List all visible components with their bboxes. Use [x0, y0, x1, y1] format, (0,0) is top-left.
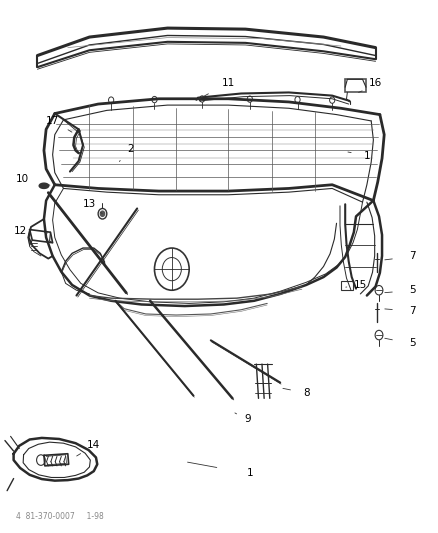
Text: 11: 11 [221, 78, 234, 88]
Text: 2: 2 [127, 144, 134, 154]
Text: 8: 8 [302, 388, 309, 398]
Bar [344, 79, 365, 92]
Text: 14: 14 [87, 440, 100, 450]
Ellipse shape [39, 183, 49, 189]
Text: 16: 16 [368, 78, 381, 88]
Text: 1: 1 [363, 151, 369, 161]
Bar [340, 281, 352, 290]
Text: 10: 10 [16, 174, 29, 184]
Text: 5: 5 [408, 285, 415, 295]
Text: 15: 15 [353, 280, 366, 290]
Text: 17: 17 [46, 116, 59, 126]
Text: 7: 7 [408, 251, 415, 261]
Text: 13: 13 [83, 199, 96, 209]
Text: 9: 9 [244, 415, 251, 424]
Text: 12: 12 [14, 225, 27, 236]
Text: 7: 7 [408, 306, 415, 316]
Circle shape [100, 211, 104, 216]
Text: 5: 5 [408, 338, 415, 348]
Text: 1: 1 [246, 469, 253, 478]
Text: 4  81-370-0007     1-98: 4 81-370-0007 1-98 [16, 512, 103, 521]
